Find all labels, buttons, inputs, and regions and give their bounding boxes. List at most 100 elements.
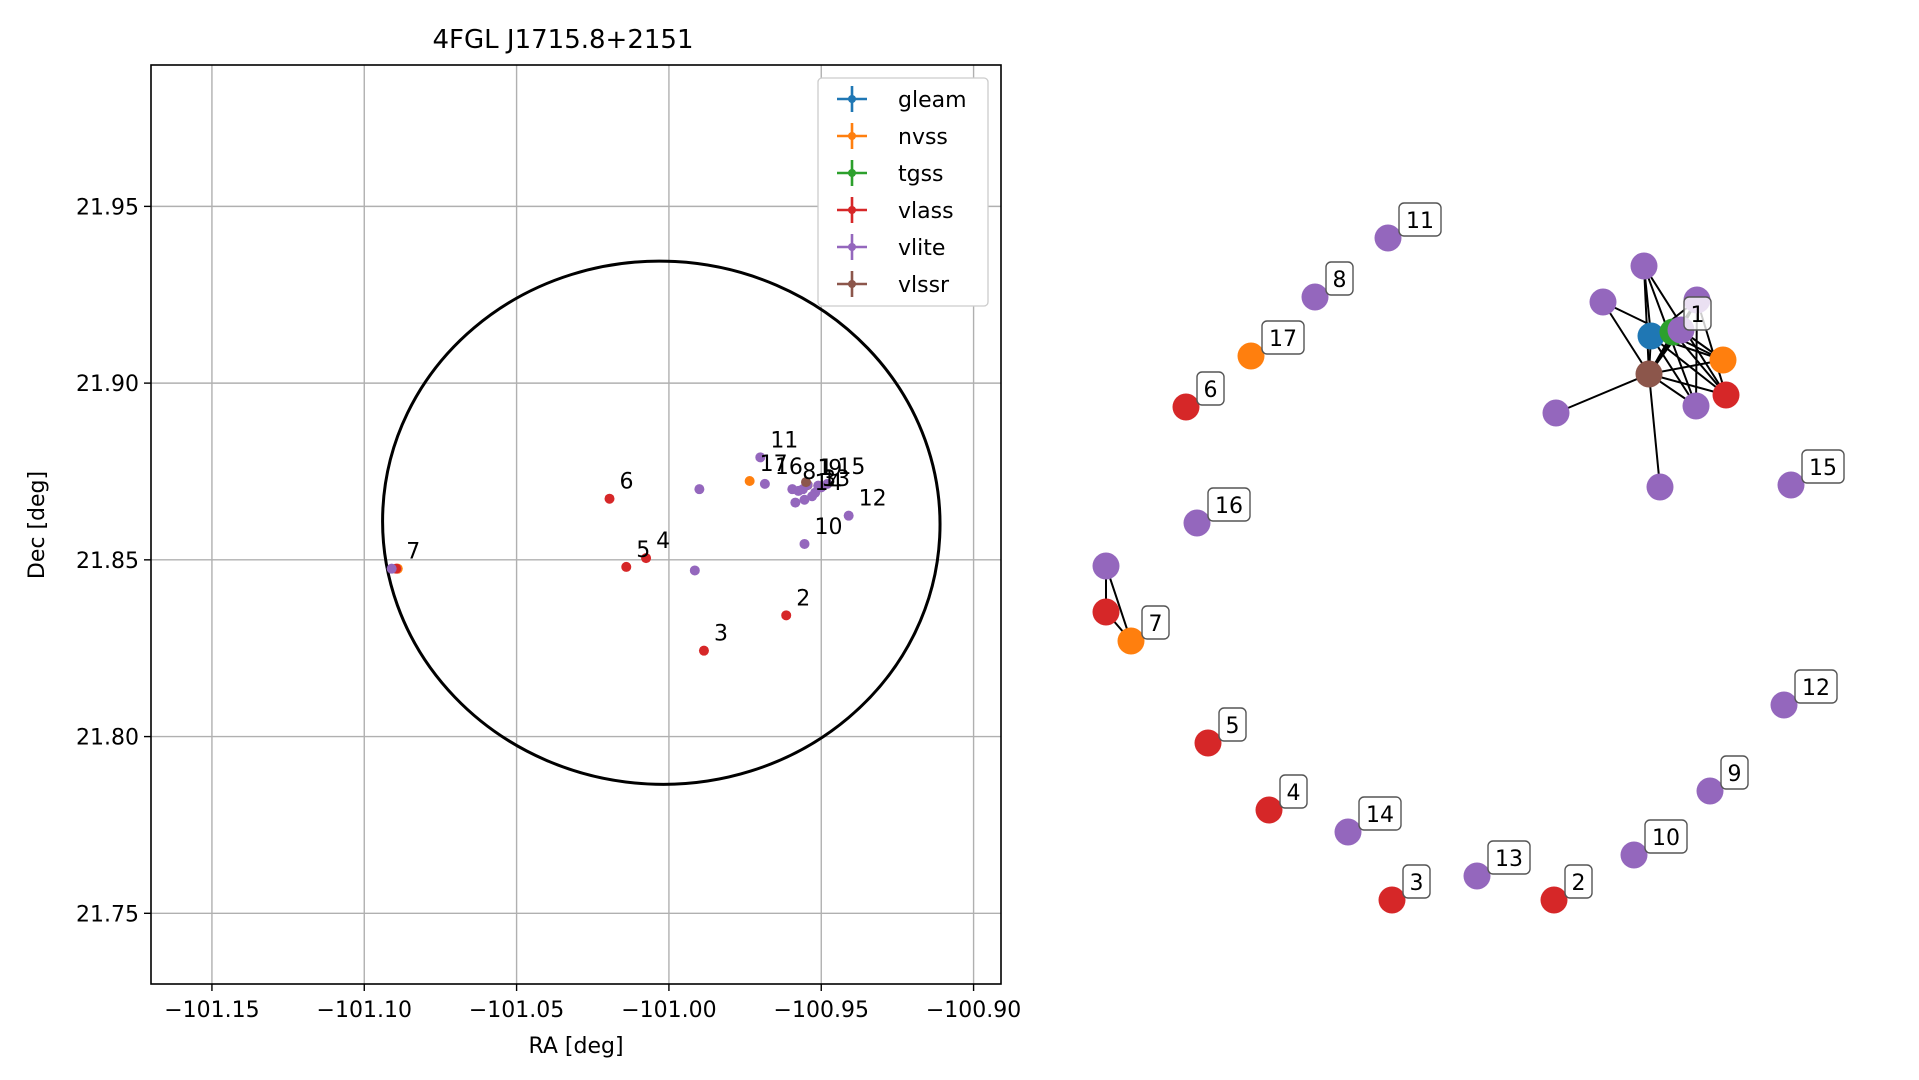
point-label-15: 15 — [837, 455, 865, 480]
legend-entry-tgss: tgss — [837, 160, 944, 187]
point-label-3: 3 — [714, 622, 728, 647]
x-axis-label: RA [deg] — [528, 1034, 623, 1059]
x-tick-label: −101.00 — [621, 998, 716, 1023]
legend-entries: gleam nvss tgss vlass vlite vlssr — [837, 86, 967, 298]
point-vlite — [813, 480, 824, 491]
network-node-label-7: 7 — [1141, 605, 1170, 640]
network-node — [1696, 777, 1724, 805]
legend-marker-dot — [848, 132, 856, 140]
point-label-1: 1 — [818, 456, 832, 481]
network-edge — [1648, 373, 1661, 488]
network-edge — [1555, 373, 1650, 414]
network-node-label-10: 10 — [1644, 819, 1688, 854]
node-label-box — [1720, 755, 1749, 790]
point-label-7: 7 — [406, 540, 420, 565]
network-node — [1092, 552, 1120, 580]
point-vlite — [755, 452, 766, 463]
node-label-text: 2 — [1572, 871, 1586, 896]
node-label-box — [1683, 296, 1712, 331]
network-node-label-17: 17 — [1261, 320, 1305, 355]
network-node-label-11: 11 — [1398, 202, 1442, 237]
network-node — [1682, 392, 1710, 420]
legend-label-gleam: gleam — [898, 88, 967, 113]
node-label-text: 16 — [1215, 494, 1243, 519]
legend-label-vlite: vlite — [898, 236, 945, 261]
network-node — [1542, 399, 1570, 427]
node-label-box — [1644, 819, 1688, 854]
node-label-text: 8 — [1333, 268, 1347, 293]
point-label-6: 6 — [620, 470, 634, 495]
network-node — [1334, 818, 1362, 846]
network-node — [1777, 471, 1805, 499]
node-label-text: 6 — [1204, 378, 1218, 403]
legend-label-vlass: vlass — [898, 199, 954, 224]
legend-marker-dot — [848, 280, 856, 288]
node-label-box — [1794, 669, 1838, 704]
node-label-box — [1402, 864, 1431, 899]
point-vlass — [781, 610, 792, 621]
node-label-text: 3 — [1410, 871, 1424, 896]
network-node-label-8: 8 — [1325, 261, 1354, 296]
point-vlssr — [801, 477, 812, 488]
node-label-box — [1207, 487, 1251, 522]
network-node-label-1: 1 — [1683, 296, 1712, 331]
point-label-13: 13 — [822, 467, 850, 492]
legend-entry-vlite: vlite — [837, 234, 945, 261]
network-node-label-13: 13 — [1487, 840, 1531, 875]
node-label-box — [1218, 707, 1247, 742]
point-label-8: 8 — [802, 460, 816, 485]
point-vlite — [799, 538, 810, 549]
legend: gleam nvss tgss vlass vlite vlssr — [817, 77, 989, 307]
point-vlite — [694, 484, 705, 495]
point-label-16: 16 — [775, 455, 803, 480]
network-node-label-3: 3 — [1402, 864, 1431, 899]
network-node — [1183, 509, 1211, 537]
point-vlite — [759, 478, 770, 489]
x-axis-ticks: −101.15 −101.10 −101.05 −101.00 −100.95 −100.… — [164, 984, 1021, 1023]
x-tick-label: −100.95 — [774, 998, 869, 1023]
network-node — [1630, 252, 1658, 280]
network-node-label-5: 5 — [1218, 707, 1247, 742]
x-tick-label: −101.10 — [317, 998, 412, 1023]
network-node-label-6: 6 — [1196, 371, 1225, 406]
point-label-4: 4 — [656, 529, 670, 554]
point-label-10: 10 — [814, 515, 842, 540]
network-edge — [1602, 301, 1650, 375]
node-label-text: 7 — [1149, 612, 1163, 637]
node-label-box — [1196, 371, 1225, 406]
network-node — [1194, 729, 1222, 757]
legend-label-nvss: nvss — [898, 125, 948, 150]
point-vlite — [689, 565, 700, 576]
network-node — [1255, 796, 1283, 824]
network-node-label-2: 2 — [1564, 864, 1593, 899]
node-label-text: 14 — [1366, 803, 1394, 828]
network-node — [1709, 346, 1737, 374]
legend-entry-vlssr: vlssr — [837, 271, 950, 298]
node-label-box — [1261, 320, 1305, 355]
point-label-3: 3 — [822, 467, 836, 492]
network-node — [1540, 886, 1568, 914]
node-label-box — [1487, 840, 1531, 875]
point-label-14: 14 — [814, 471, 842, 496]
chart-title: 4FGL J1715.8+2151 — [433, 25, 694, 55]
network-node-label-16: 16 — [1207, 487, 1251, 522]
node-label-text: 9 — [1728, 762, 1742, 787]
node-label-box — [1279, 774, 1308, 809]
network-node — [1637, 322, 1665, 350]
point-label-5: 5 — [636, 538, 650, 563]
point-vlite — [790, 497, 801, 508]
point-vlite — [386, 563, 397, 574]
legend-marker-dot — [848, 206, 856, 214]
network-node-label-9: 9 — [1720, 755, 1749, 790]
data-points — [386, 452, 854, 656]
x-tick-label: −101.05 — [469, 998, 564, 1023]
legend-marker-dot — [848, 169, 856, 177]
node-label-text: 4 — [1287, 781, 1301, 806]
point-vlass — [621, 561, 632, 572]
node-label-box — [1564, 864, 1593, 899]
legend-marker-dot — [848, 95, 856, 103]
network-node — [1770, 691, 1798, 719]
node-label-text: 12 — [1802, 676, 1830, 701]
node-label-text: 15 — [1809, 456, 1837, 481]
